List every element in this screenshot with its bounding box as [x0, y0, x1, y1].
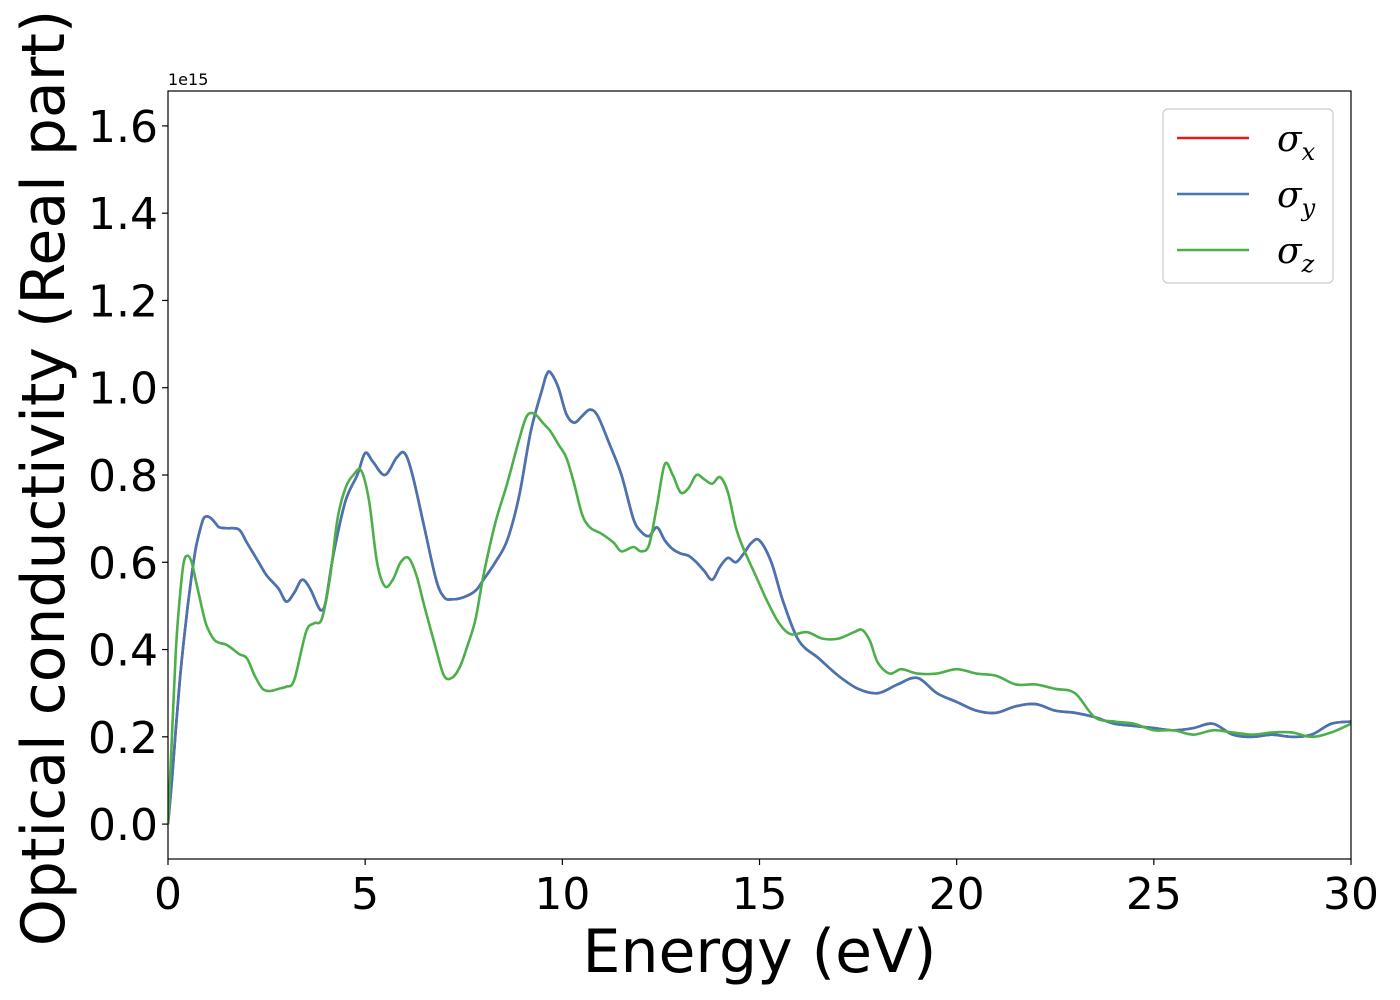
legend-label-y: σy — [1277, 175, 1316, 222]
legend-box — [1162, 108, 1334, 284]
x-axis-title: Energy (eV) — [583, 917, 937, 987]
y-tick-label: 1.0 — [88, 364, 158, 415]
legend: σx σy σz — [1162, 108, 1334, 284]
y-tick-label: 0.2 — [88, 713, 158, 764]
y-tick-label: 0.8 — [88, 451, 158, 502]
y-tick-label: 0.4 — [88, 626, 158, 677]
y-tick-label: 1.4 — [88, 189, 158, 240]
x-tick-label: 25 — [1126, 869, 1182, 920]
legend-label-z: σz — [1277, 231, 1315, 278]
y-tick-label: 0.0 — [88, 800, 158, 851]
series-line-z — [168, 411, 1351, 825]
y-axis-title: Optical conductivity (Real part) — [9, 10, 79, 947]
series-line-y — [168, 370, 1351, 825]
legend-label-x: σx — [1277, 119, 1316, 166]
x-tick-label: 30 — [1323, 869, 1379, 920]
y-tick-label: 0.6 — [88, 538, 158, 589]
x-tick-label: 0 — [154, 869, 182, 920]
x-tick-label: 20 — [929, 869, 985, 920]
x-tick-label: 15 — [732, 869, 788, 920]
x-tick-label: 10 — [534, 869, 590, 920]
y-tick-label: 1.6 — [88, 102, 158, 153]
y-axis-offset-label: 1e15 — [168, 70, 208, 89]
axis-ticks: 0 5 10 15 20 25 30 0.0 0.2 0.4 0.6 0.8 1.0 1.2 1.4 1.6 — [88, 102, 1379, 920]
plot-area — [168, 370, 1351, 825]
x-tick-label: 5 — [351, 869, 379, 920]
y-tick-label: 1.2 — [88, 276, 158, 327]
